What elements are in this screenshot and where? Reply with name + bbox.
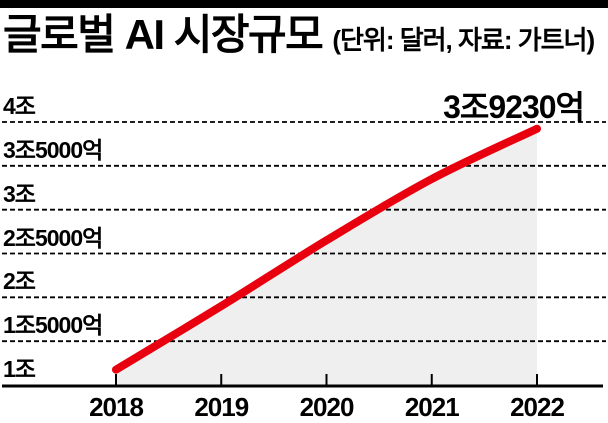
x-axis-label: 2019: [194, 392, 249, 422]
y-axis-label: 2조5000억: [3, 224, 103, 251]
x-axis-label: 2021: [404, 392, 460, 422]
page-title: 글로벌 AI 시장규모: [3, 11, 324, 58]
unit-source-note: (단위: 달러, 자료: 가트너): [332, 25, 595, 55]
y-axis-label: 3조: [3, 180, 36, 207]
y-axis-label: 4조: [3, 92, 36, 119]
y-axis-label: 1조: [3, 355, 36, 382]
x-axis-label: 2022: [510, 392, 565, 422]
top-bar: [0, 0, 608, 8]
x-axis-label: 2018: [89, 392, 144, 422]
y-axis-label: 1조5000억: [3, 312, 103, 339]
area-fill: [116, 128, 537, 385]
value-annotation: 3조9230억: [443, 89, 585, 125]
x-axis-label: 2020: [299, 392, 355, 422]
y-axis-label: 2조: [3, 268, 36, 295]
trend-line: [112, 124, 541, 374]
chart-header: 글로벌 AI 시장규모 (단위: 달러, 자료: 가트너): [3, 11, 605, 58]
y-axis-label: 3조5000억: [3, 136, 103, 163]
